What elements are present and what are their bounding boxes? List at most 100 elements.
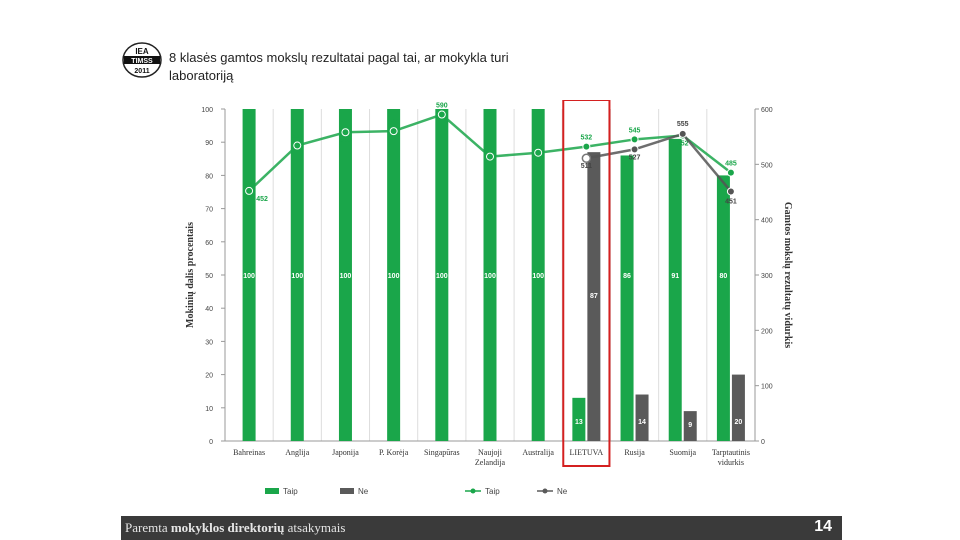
- footer-prefix: Paremta: [125, 520, 171, 535]
- line-taip-label: 532: [581, 135, 593, 142]
- footer-suffix: atsakymais: [284, 520, 346, 535]
- category-label: Bahreinas: [233, 448, 265, 457]
- left-tick-label: 60: [205, 240, 213, 247]
- category-label: vidurkis: [718, 458, 744, 467]
- bar-taip: [338, 109, 352, 441]
- point-ne: [581, 153, 592, 163]
- y2-axis-title: Gamtos mokslų rezultatų vidurkis: [782, 202, 793, 348]
- right-tick-label: 100: [761, 384, 773, 391]
- point-taip: [486, 152, 494, 161]
- legend-bar-swatch: [340, 488, 354, 494]
- left-tick-label: 20: [205, 373, 213, 380]
- right-tick-label: 400: [761, 218, 773, 225]
- footer-bar: Paremta mokyklos direktorių atsakymais 1…: [121, 516, 842, 540]
- left-tick-label: 80: [205, 173, 213, 180]
- bar-taip-label: 13: [575, 419, 583, 426]
- point-taip: [437, 110, 446, 119]
- point-taip: [341, 128, 350, 137]
- page-number: 14: [814, 518, 832, 535]
- category-label: Rusija: [624, 448, 645, 457]
- point-taip: [293, 141, 302, 150]
- left-tick-label: 100: [201, 107, 213, 114]
- science-results-chart: 0 10 20 30 40 50 60 70 80 90 100 0 100 200 300 400 500 60…: [185, 100, 793, 496]
- line-taip-label: 560: [388, 119, 400, 126]
- category-label: Zelandija: [475, 458, 506, 467]
- left-tick-label: 10: [205, 406, 213, 413]
- right-tick-label: 200: [761, 328, 773, 335]
- bar-taip-label: 91: [671, 273, 679, 280]
- bar-ne-label: 9: [688, 422, 692, 429]
- bar-ne: [683, 411, 697, 441]
- line-taip-label: 558: [340, 137, 352, 144]
- bar-taip: [531, 109, 545, 441]
- legend-bar-label: Ne: [358, 487, 369, 496]
- left-tick-label: 30: [205, 339, 213, 346]
- logo-iea-text: IEA: [135, 47, 149, 56]
- right-tick-label: 600: [761, 107, 773, 114]
- line-taip-label: 521: [532, 158, 544, 165]
- line-taip-label: 545: [629, 127, 641, 134]
- y-axis-title: Mokinių dalis procentais: [185, 222, 196, 328]
- line-taip-label: 514: [484, 145, 496, 152]
- bar-ne-label: 20: [735, 419, 743, 426]
- line-ne-label: 511: [581, 163, 592, 170]
- line-taip-label: 452: [256, 196, 268, 203]
- left-tick-label: 0: [209, 439, 213, 446]
- bar-taip-label: 100: [340, 273, 352, 280]
- legend-line-marker: [470, 488, 476, 494]
- point-taip: [726, 168, 735, 177]
- bar-taip: [572, 397, 586, 441]
- legend-bar-swatch: [265, 488, 279, 494]
- bar-taip-label: 100: [436, 273, 448, 280]
- category-label: Australija: [522, 448, 554, 457]
- logo-timss-text: TIMSS: [131, 58, 153, 65]
- bar-ne: [587, 152, 601, 441]
- point-taip: [630, 135, 639, 144]
- legend-bar-label: Taip: [283, 487, 298, 496]
- footer-source-text: Paremta mokyklos direktorių atsakymais: [125, 520, 345, 536]
- point-taip: [582, 142, 591, 151]
- footer-bold: mokyklos direktorių: [170, 520, 285, 535]
- category-label: Suomija: [669, 448, 696, 457]
- line-taip-label: 552: [677, 141, 689, 148]
- category-label: Naujoji: [478, 448, 503, 457]
- bar-taip: [716, 175, 730, 441]
- bar-taip-label: 100: [484, 273, 496, 280]
- bar-taip: [290, 109, 304, 441]
- logo-year-text: 2011: [134, 68, 149, 75]
- bar-taip: [435, 109, 449, 441]
- right-tick-label: 500: [761, 162, 773, 169]
- line-taip-label: 534: [291, 134, 303, 141]
- right-tick-label: 0: [761, 439, 765, 446]
- category-label: P. Korėja: [379, 448, 409, 457]
- left-tick-label: 90: [205, 140, 213, 147]
- line-taip-label: 590: [436, 103, 448, 110]
- legend-line-label: Ne: [557, 487, 568, 496]
- timss-logo: IEA TIMSS 2011: [122, 42, 162, 78]
- bar-taip: [483, 109, 497, 441]
- left-tick-label: 70: [205, 207, 213, 214]
- line-ne-label: 527: [629, 154, 641, 161]
- bar-ne: [635, 394, 649, 441]
- point-taip: [245, 186, 254, 195]
- bar-taip-label: 100: [243, 273, 255, 280]
- point-ne: [678, 129, 687, 138]
- point-ne: [726, 187, 735, 196]
- point-taip: [389, 127, 398, 136]
- category-label: Singapūras: [424, 448, 460, 457]
- legend-line-label: Taip: [485, 487, 500, 496]
- bar-taip: [387, 109, 401, 441]
- category-label: Japonija: [332, 448, 359, 457]
- legend-line-marker: [542, 488, 548, 494]
- bar-taip: [620, 155, 634, 442]
- slide-title: 8 klasės gamtos mokslų rezultatai pagal …: [169, 50, 509, 83]
- line-ne-label: 451: [725, 198, 737, 205]
- category-label: LIETUVA: [570, 448, 604, 457]
- right-tick-label: 300: [761, 273, 773, 280]
- bar-taip: [668, 138, 682, 441]
- line-ne-label: 555: [677, 121, 689, 128]
- category-label: Anglija: [285, 448, 309, 457]
- bar-taip-label: 100: [532, 273, 544, 280]
- left-tick-label: 40: [205, 306, 213, 313]
- bar-taip-label: 86: [623, 273, 631, 280]
